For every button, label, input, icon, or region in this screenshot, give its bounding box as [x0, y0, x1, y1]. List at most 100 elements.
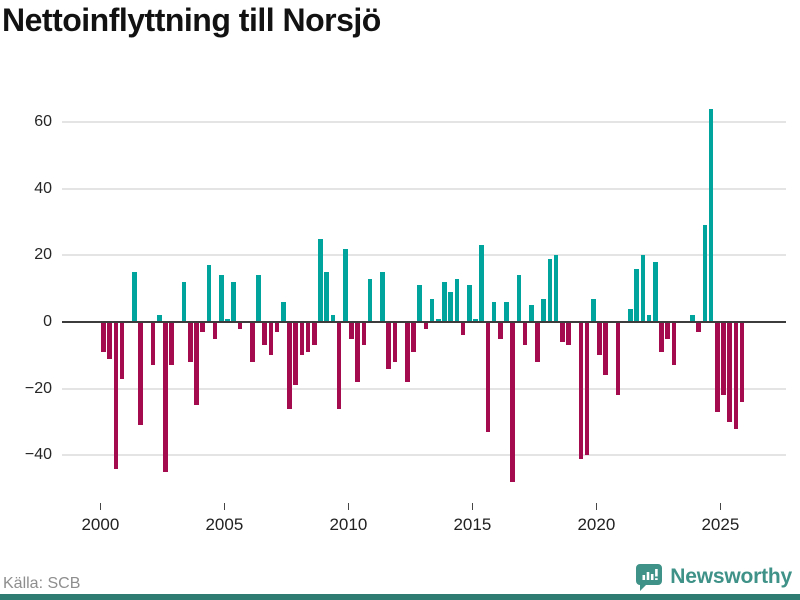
gridline — [62, 121, 786, 123]
bar-negative — [311, 322, 317, 346]
chart-title: Nettoinflyttning till Norsjö — [2, 2, 381, 38]
bar-negative — [299, 322, 305, 356]
bar-positive — [547, 258, 553, 322]
bar-negative — [460, 322, 466, 336]
bottom-brand-strip — [0, 594, 800, 600]
bar-positive — [206, 265, 212, 322]
x-axis-tick-label: 2020 — [577, 515, 616, 534]
bar-negative — [262, 322, 268, 346]
bar-negative — [293, 322, 299, 386]
bar-negative — [739, 322, 745, 402]
bar-negative — [578, 322, 584, 459]
bar-negative — [714, 322, 720, 412]
bar-negative — [361, 322, 367, 346]
bar-negative — [336, 322, 342, 409]
speech-bubble-bar-chart-icon — [636, 563, 663, 591]
bar-positive — [702, 225, 708, 322]
y-axis-tick-label: 40 — [34, 179, 52, 197]
bar-positive — [479, 245, 485, 322]
bar-negative — [485, 322, 491, 432]
bar-negative — [212, 322, 218, 339]
bar-negative — [584, 322, 590, 456]
x-axis-tick-label: 2010 — [329, 515, 368, 534]
gridline — [62, 454, 786, 457]
bar-positive — [256, 275, 261, 322]
bar-negative — [163, 322, 168, 472]
zero-axis-line — [62, 320, 786, 324]
bar-positive — [690, 315, 695, 322]
bar-positive — [504, 302, 509, 322]
bar-positive — [417, 285, 423, 322]
source-label: Källa: SCB — [3, 575, 81, 592]
x-axis-tick-label: 2000 — [81, 515, 120, 534]
bar-negative — [287, 322, 292, 409]
bar-negative — [194, 322, 199, 406]
bar-positive — [528, 305, 534, 322]
x-axis-tick — [223, 503, 226, 510]
bar-negative — [249, 322, 255, 362]
bar-negative — [119, 322, 125, 379]
bar-positive — [156, 315, 162, 322]
x-axis-tick — [347, 503, 350, 510]
bar-positive — [380, 272, 385, 322]
gridline — [62, 387, 786, 390]
bar-negative — [237, 322, 243, 329]
bar-positive — [324, 272, 330, 322]
bar-positive — [280, 302, 286, 322]
bar-negative — [150, 322, 156, 366]
gridline — [62, 187, 786, 190]
bar-negative — [535, 322, 540, 362]
bar-positive — [435, 318, 441, 322]
bar-negative — [138, 322, 144, 426]
bar-positive — [225, 318, 230, 322]
bar-negative — [659, 322, 664, 352]
y-axis-tick-label: −40 — [24, 446, 52, 464]
y-axis-tick-label: 20 — [34, 246, 52, 264]
bar-positive — [330, 315, 336, 322]
x-axis-tick — [471, 503, 474, 510]
bar-negative — [665, 322, 671, 339]
bar-positive — [491, 302, 497, 322]
bar-positive — [541, 298, 547, 322]
bar-negative — [392, 322, 398, 362]
bar-negative — [101, 322, 106, 352]
bar-negative — [696, 322, 702, 332]
bar-positive — [634, 268, 640, 322]
y-axis-tick-label: 60 — [34, 113, 52, 130]
bar-negative — [349, 322, 354, 339]
bar-negative — [603, 322, 609, 376]
bar-positive — [218, 275, 224, 322]
plot-area: 60 40 20 0 −20 −40 2000 2005 2010 2015 2020 2025 — [24, 108, 786, 534]
x-axis-tick — [99, 503, 102, 510]
y-axis-tick-label: 0 — [43, 313, 52, 330]
y-axis-tick-label: −20 — [24, 379, 52, 397]
bar-negative — [423, 322, 429, 329]
bar-positive — [590, 298, 596, 322]
bar-positive — [553, 255, 559, 322]
bar-positive — [454, 278, 460, 322]
bar-negative — [721, 322, 726, 396]
bar-negative — [559, 322, 565, 342]
bar-positive — [342, 248, 348, 322]
bar-positive — [132, 272, 137, 322]
bar-positive — [652, 262, 658, 322]
bar-positive — [367, 278, 373, 322]
newsworthy-logo-text: Newsworthy — [670, 565, 792, 588]
bar-positive — [646, 315, 652, 322]
bar-positive — [640, 255, 646, 322]
bar-negative — [200, 322, 206, 332]
x-axis-tick — [719, 503, 722, 510]
bar-negative — [107, 322, 113, 359]
bar-positive — [181, 282, 187, 322]
x-axis-tick-label: 2005 — [205, 515, 244, 534]
bar-negative — [727, 322, 733, 422]
bar-positive — [318, 238, 323, 322]
bar-negative — [404, 322, 410, 382]
bar-negative — [274, 322, 280, 332]
x-axis-tick-label: 2015 — [453, 515, 492, 534]
bar-negative — [305, 322, 311, 352]
bar-negative — [386, 322, 392, 369]
bar-positive — [442, 282, 447, 322]
bar-negative — [113, 322, 119, 469]
